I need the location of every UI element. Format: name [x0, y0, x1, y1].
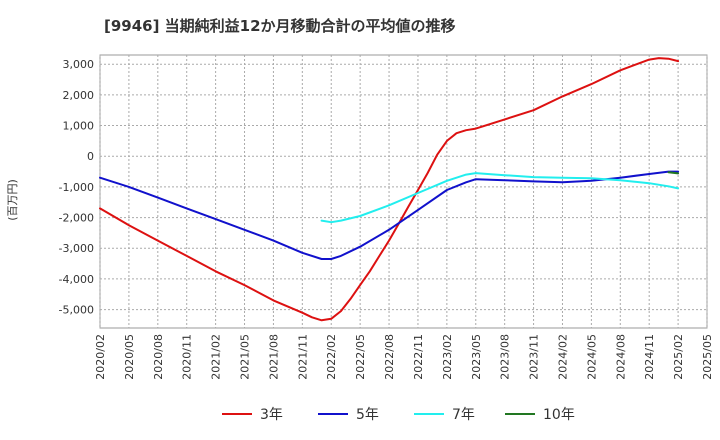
y-tick-label: 1,000 — [63, 120, 95, 133]
x-tick-label: 2024/05 — [585, 334, 598, 380]
x-tick-label: 2024/08 — [614, 334, 627, 380]
legend-label: 7年 — [452, 407, 475, 423]
legend-label: 10年 — [543, 407, 575, 423]
legend: 3年 5年 7年 10年 — [222, 407, 575, 423]
legend-label: 3年 — [260, 407, 283, 423]
x-tick-label: 2023/05 — [470, 334, 483, 380]
series-line — [320, 172, 680, 224]
x-tick-label: 2021/02 — [210, 334, 223, 380]
x-axis: 2020/02 2020/05 2020/08 2020/11 2021/02 2021/… — [94, 334, 714, 380]
x-tick-label: 2023/02 — [441, 334, 454, 380]
x-tick-label: 2020/05 — [123, 334, 136, 380]
x-tick-label: 2020/02 — [94, 334, 107, 380]
y-tick-label: -4,000 — [59, 273, 94, 286]
y-tick-label: -1,000 — [59, 181, 94, 194]
series-line — [99, 170, 680, 260]
x-tick-label: 2021/08 — [267, 334, 280, 380]
x-tick-label: 2020/08 — [152, 334, 165, 380]
x-tick-label: 2023/08 — [499, 334, 512, 380]
y-axis: 3,000 2,000 1,000 0 -1,000 -2,000 -3,000 -4,000… — [59, 58, 94, 316]
y-tick-label: 0 — [87, 150, 94, 163]
y-axis-label: (百万円) — [6, 179, 19, 221]
x-tick-label: 2020/11 — [181, 334, 194, 380]
series-line — [667, 171, 680, 175]
y-tick-label: -5,000 — [59, 304, 94, 317]
y-tick-label: -3,000 — [59, 242, 94, 255]
x-tick-label: 2022/05 — [354, 334, 367, 380]
x-tick-label: 2021/05 — [239, 334, 252, 380]
y-tick-label: 3,000 — [63, 58, 95, 71]
x-tick-label: 2024/11 — [643, 334, 656, 380]
y-tick-label: 2,000 — [63, 89, 95, 102]
x-tick-label: 2022/11 — [412, 334, 425, 380]
x-tick-label: 2021/11 — [296, 334, 309, 380]
legend-label: 5年 — [356, 407, 379, 423]
y-tick-label: -2,000 — [59, 212, 94, 225]
x-tick-label: 2022/08 — [383, 334, 396, 380]
x-tick-label: 2022/02 — [325, 334, 338, 380]
plot-area — [99, 54, 708, 329]
x-tick-label: 2023/11 — [528, 334, 541, 380]
chart-title: [9946] 当期純利益12か月移動合計の平均値の推移 — [104, 17, 456, 35]
x-tick-label: 2024/02 — [556, 334, 569, 380]
series-lines — [99, 57, 680, 322]
x-tick-label: 2025/02 — [672, 334, 685, 380]
x-tick-label: 2025/05 — [701, 334, 714, 380]
